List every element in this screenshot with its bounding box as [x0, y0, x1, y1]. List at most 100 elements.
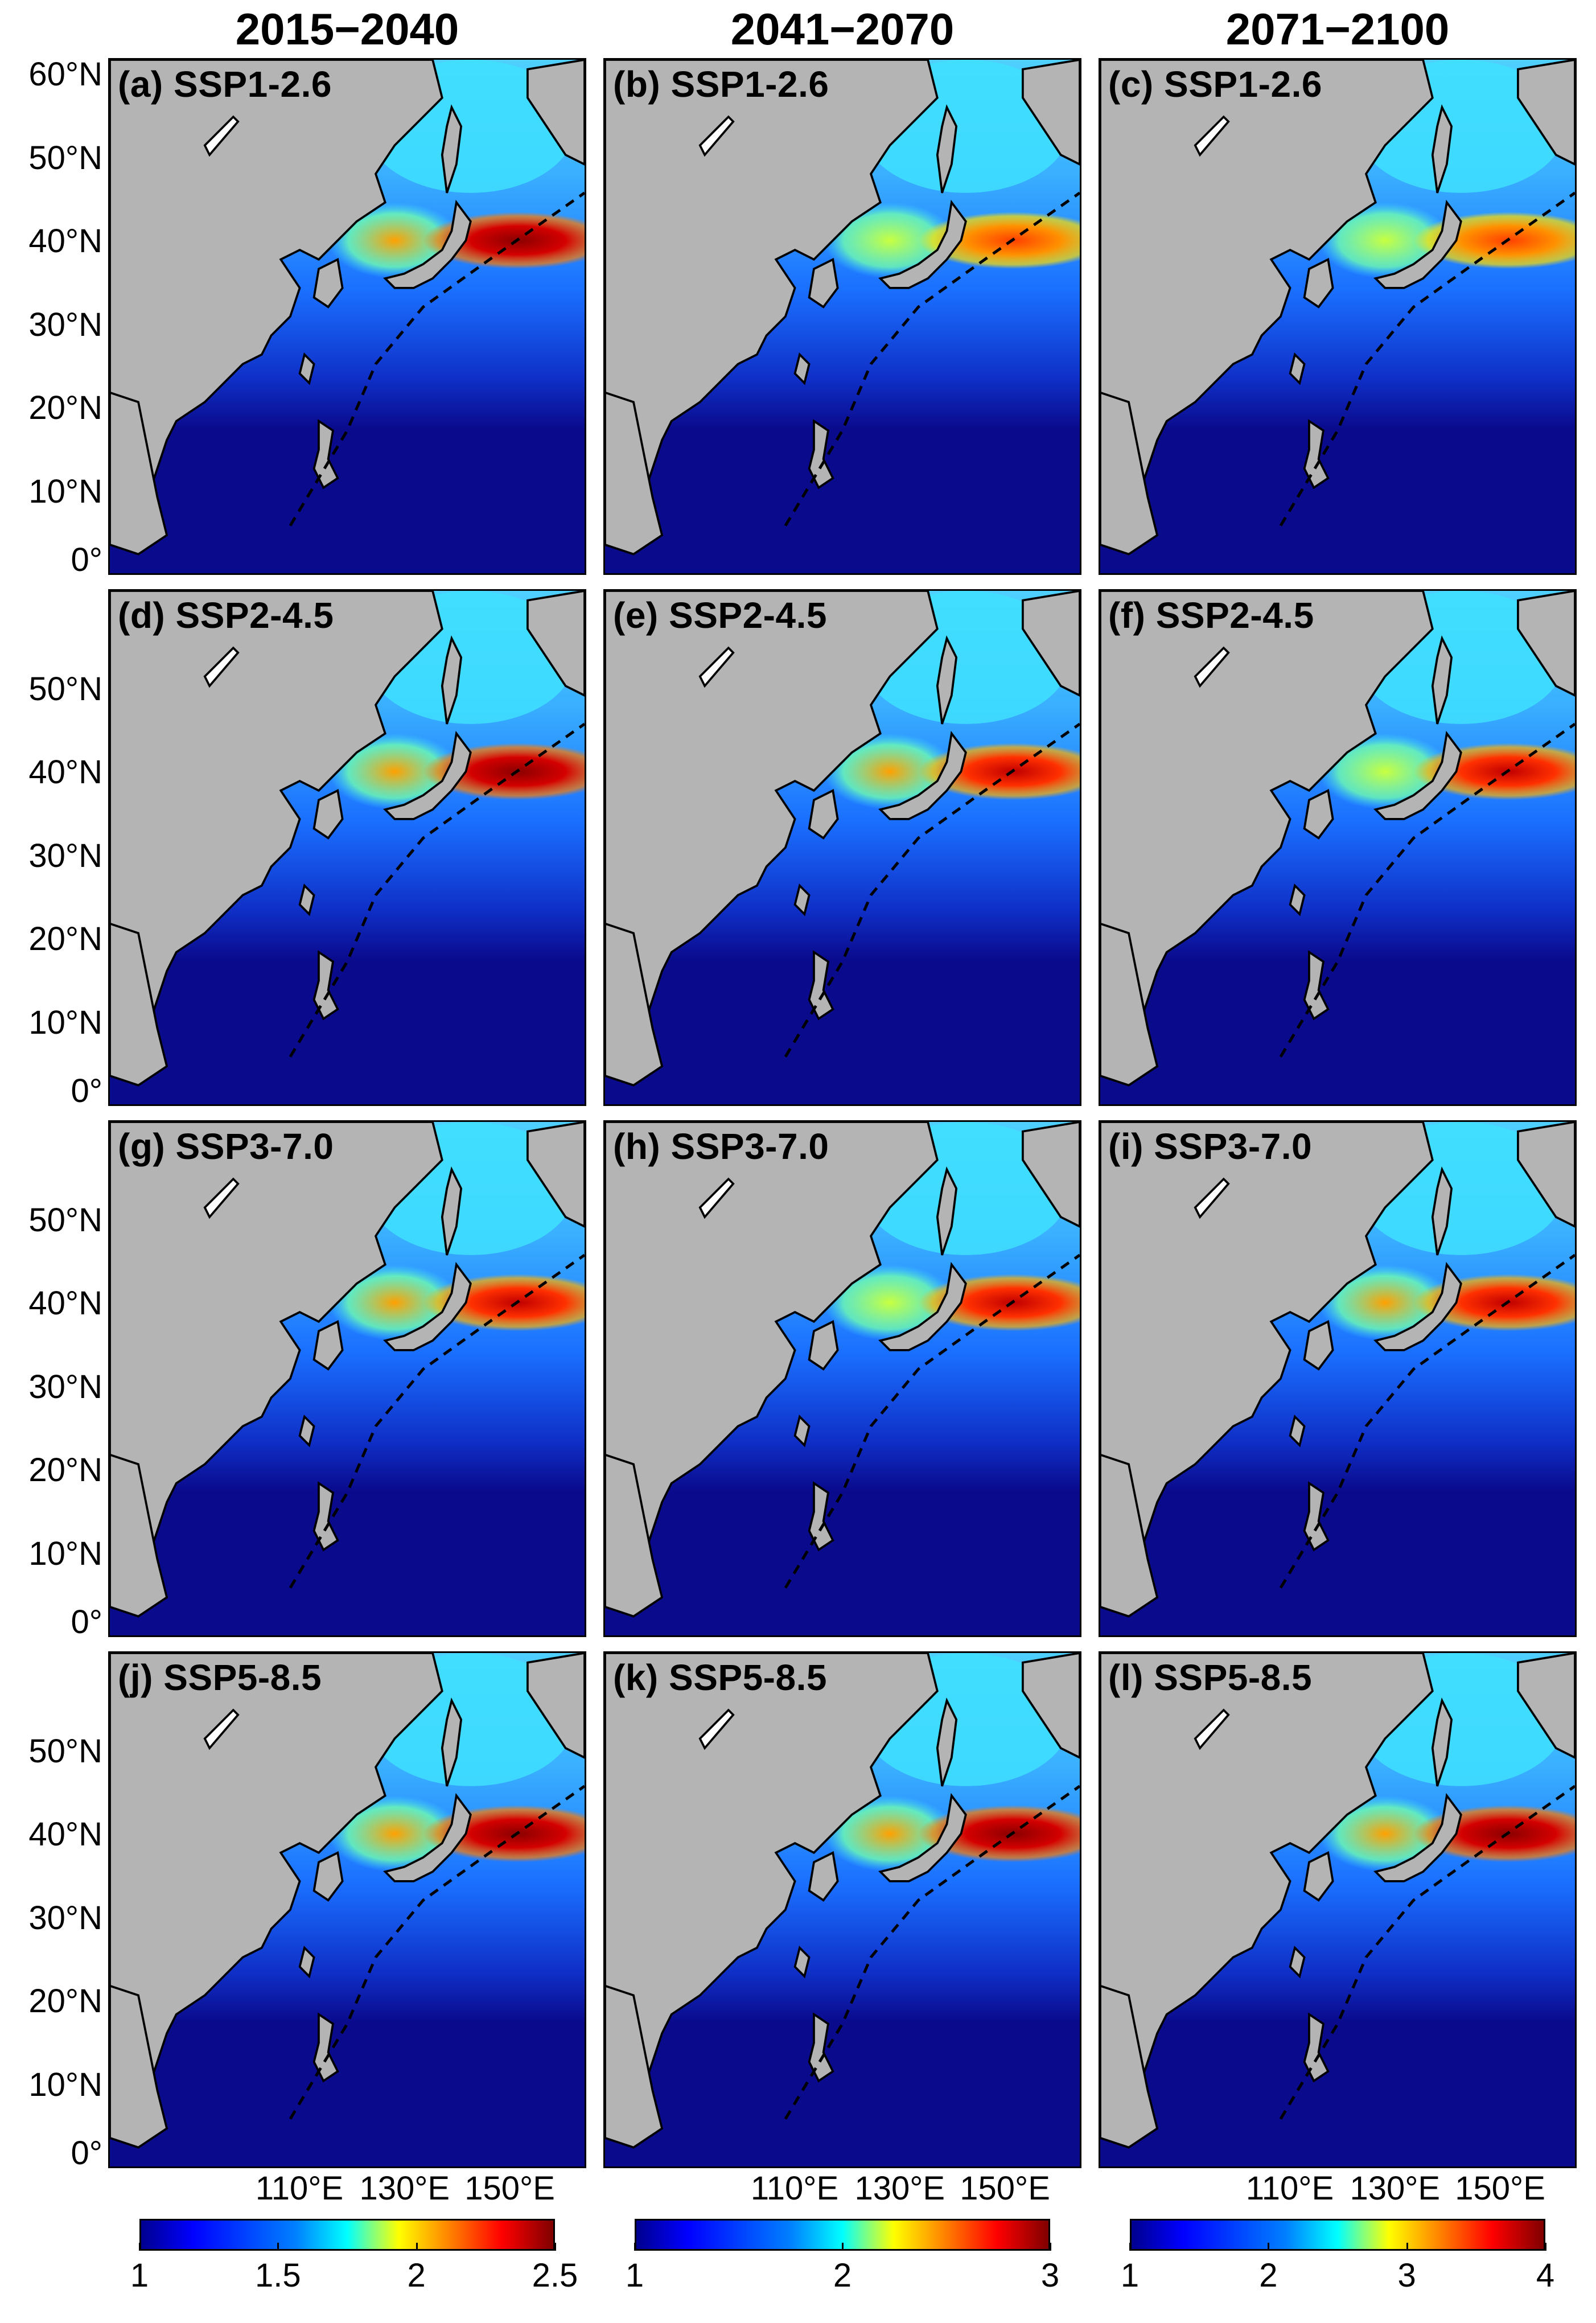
korea	[808, 1851, 839, 1902]
kamchatka	[526, 60, 585, 166]
asia-mainland	[605, 60, 939, 537]
korea	[808, 1319, 839, 1371]
current-axis-dashed-line	[784, 191, 1080, 527]
indochina	[605, 1984, 664, 2149]
latitude-tick-label: 40°N	[28, 754, 102, 791]
indochina	[1100, 1984, 1159, 2149]
baikal-lake	[1194, 646, 1230, 688]
map-panel: (a) SSP1-2.6	[108, 58, 586, 575]
indochina	[1100, 1453, 1159, 1618]
longitude-tick-label: 150°E	[464, 2170, 555, 2207]
kamchatka	[1022, 1653, 1080, 1759]
current-axis-dashed-line	[1279, 1253, 1575, 1589]
map-svg	[110, 1122, 585, 1635]
colorbar-tick	[1406, 2243, 1408, 2251]
korea	[312, 788, 344, 840]
panel-label: (g) SSP3-7.0	[118, 1126, 334, 1167]
korea	[1303, 257, 1334, 309]
latitude-tick-label: 50°N	[28, 670, 102, 708]
baikal-lake	[203, 1177, 240, 1219]
taiwan	[793, 352, 811, 385]
colorbar	[139, 2219, 555, 2251]
colorbar-tick	[139, 2243, 141, 2251]
current-axis-dashed-line	[289, 722, 585, 1058]
colorbar-tick-label: 2	[407, 2257, 426, 2294]
baikal-lake	[698, 1177, 735, 1219]
philippines	[312, 950, 339, 1021]
map-svg	[110, 591, 585, 1104]
asia-mainland	[1100, 1653, 1434, 2130]
colorbar-tick	[416, 2243, 418, 2251]
current-axis-dashed-line	[289, 1253, 585, 1589]
japan-islands	[878, 730, 967, 820]
latitude-tick-label: 50°N	[28, 1732, 102, 1770]
map-panel: (c) SSP1-2.6	[1099, 58, 1577, 575]
longitude-tick-label: 150°E	[1455, 2170, 1545, 2207]
map-svg	[1100, 591, 1575, 1104]
latitude-tick-label: 0°	[71, 1072, 102, 1109]
panel-label: (f) SSP2-4.5	[1108, 595, 1314, 636]
asia-mainland	[110, 60, 443, 537]
panel-label: (l) SSP5-8.5	[1108, 1657, 1313, 1698]
longitude-tick-label: 130°E	[854, 2170, 945, 2207]
philippines	[808, 2012, 834, 2083]
current-axis-dashed-line	[1279, 1785, 1575, 2120]
latitude-tick-label: 20°N	[28, 920, 102, 958]
asia-mainland	[110, 591, 443, 1068]
colorbar-tick	[634, 2243, 636, 2251]
panel-label: (d) SSP2-4.5	[118, 595, 334, 636]
indochina	[110, 1453, 168, 1618]
baikal-lake	[698, 1708, 735, 1750]
panel-label: (a) SSP1-2.6	[118, 64, 332, 105]
colorbar-tick-label: 1	[130, 2257, 149, 2294]
map-svg	[1100, 60, 1575, 573]
philippines	[1303, 2012, 1330, 2083]
latitude-tick-label: 30°N	[28, 837, 102, 874]
korea	[1303, 788, 1334, 840]
baikal-lake	[698, 115, 735, 157]
sakhalin	[936, 104, 958, 194]
latitude-tick-label: 40°N	[28, 1816, 102, 1853]
sakhalin	[1431, 1697, 1453, 1787]
colorbar-tick	[554, 2243, 556, 2251]
current-axis-dashed-line	[289, 1785, 585, 2120]
baikal-lake	[203, 115, 240, 157]
kamchatka	[1022, 591, 1080, 697]
map-panel: (e) SSP2-4.5	[603, 589, 1081, 1106]
kamchatka	[526, 1122, 585, 1228]
taiwan	[1289, 1415, 1306, 1448]
map-panel: (h) SSP3-7.0	[603, 1120, 1081, 1637]
latitude-tick-label: 20°N	[28, 389, 102, 427]
map-panel: (k) SSP5-8.5	[603, 1651, 1081, 2168]
map-svg	[110, 60, 585, 573]
latitude-tick-label: 20°N	[28, 1452, 102, 1489]
latitude-tick-label: 10°N	[28, 1535, 102, 1572]
japan-islands	[878, 1261, 967, 1351]
colorbar-tick-label: 2.5	[532, 2257, 578, 2294]
map-svg	[605, 1653, 1080, 2166]
philippines	[1303, 1481, 1330, 1552]
sakhalin	[936, 1166, 958, 1256]
latitude-tick-label: 50°N	[28, 139, 102, 176]
asia-mainland	[605, 1653, 939, 2130]
column-title: 2015−2040	[235, 4, 459, 54]
asia-mainland	[110, 1653, 443, 2130]
colorbar-tick	[842, 2243, 844, 2251]
current-axis-dashed-line	[1279, 722, 1575, 1058]
indochina	[110, 922, 168, 1087]
sakhalin	[441, 1166, 463, 1256]
taiwan	[793, 1946, 811, 1979]
indochina	[110, 391, 168, 556]
panel-label: (b) SSP1-2.6	[613, 64, 829, 105]
map-panel: (d) SSP2-4.5	[108, 589, 586, 1106]
baikal-lake	[1194, 115, 1230, 157]
latitude-tick-label: 60°N	[28, 56, 102, 93]
latitude-tick-label: 40°N	[28, 223, 102, 260]
longitude-tick-label: 150°E	[960, 2170, 1050, 2207]
colorbar-tick-label: 2	[833, 2257, 852, 2294]
latitude-tick-label: 0°	[71, 541, 102, 578]
sakhalin	[1431, 104, 1453, 194]
map-panel: (g) SSP3-7.0	[108, 1120, 586, 1637]
colorbar-tick	[1545, 2243, 1546, 2251]
korea	[808, 788, 839, 840]
